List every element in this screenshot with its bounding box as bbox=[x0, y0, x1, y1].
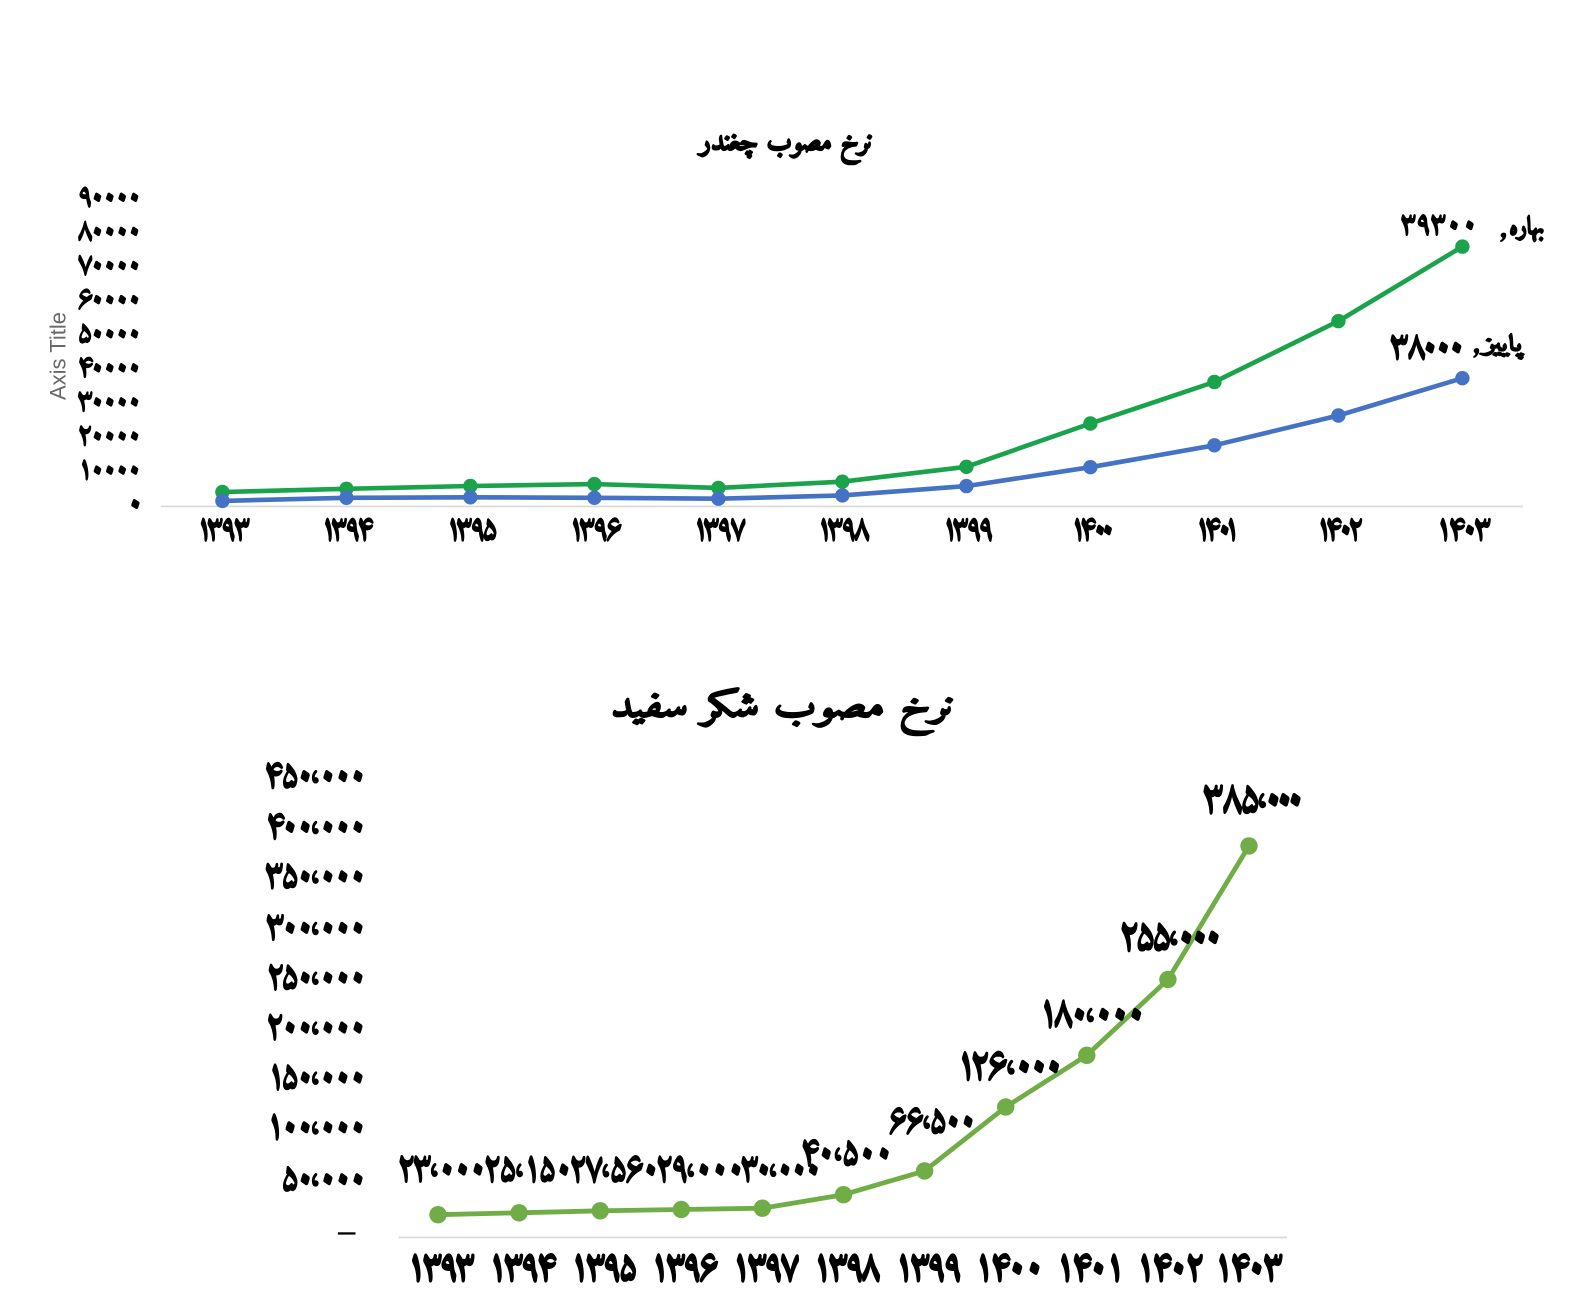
svg-text:Axis Title: Axis Title bbox=[46, 312, 71, 400]
